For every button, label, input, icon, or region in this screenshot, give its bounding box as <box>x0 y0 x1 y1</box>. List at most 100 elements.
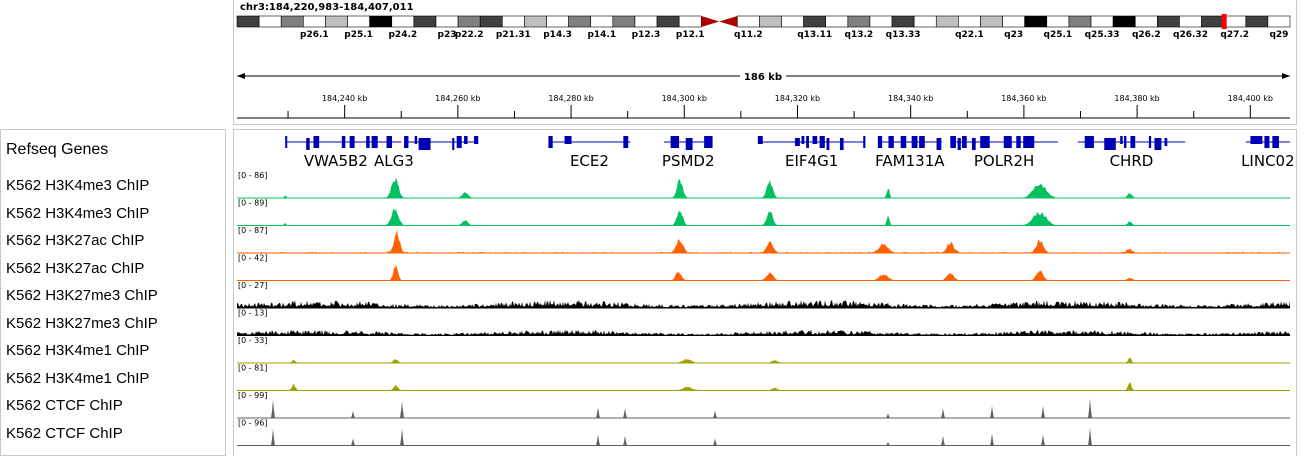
signal-track[interactable]: [0 - 33] <box>237 336 1290 364</box>
track-name[interactable]: K562 H3K4me3 ChIP <box>6 204 150 222</box>
gene-polr2h[interactable]: POLR2H <box>950 136 1058 170</box>
cytoband[interactable] <box>1134 15 1158 28</box>
gene-chrd[interactable]: CHRD <box>1077 136 1186 170</box>
signal-area <box>237 329 1290 336</box>
cytoband[interactable] <box>502 15 525 28</box>
cytoband-label: p23 <box>438 30 457 40</box>
cytoband[interactable] <box>236 15 260 28</box>
gene-eif4g1[interactable]: EIF4G1 <box>757 136 866 170</box>
signal-track[interactable]: [0 - 27] <box>237 281 1290 309</box>
track-name-refseq-genes[interactable]: Refseq Genes <box>6 141 109 158</box>
cytoband[interactable] <box>678 15 702 28</box>
gene-label: ALG3 <box>374 152 414 170</box>
cytoband[interactable] <box>1046 15 1070 28</box>
gene-ece2[interactable]: ECE2 <box>548 136 631 170</box>
gene-psmd2[interactable]: PSMD2 <box>662 136 715 170</box>
cytoband[interactable] <box>958 15 981 28</box>
data-range-label: [0 - 96] <box>238 419 267 428</box>
ruler-tick-label: 184,260 kb <box>435 94 480 103</box>
cytoband[interactable] <box>803 15 827 28</box>
cytoband[interactable] <box>634 15 658 28</box>
cytoband[interactable] <box>391 15 415 28</box>
track-name[interactable]: K562 H3K27me3 ChIP <box>6 287 158 304</box>
track-name[interactable]: K562 H3K27me3 ChIP <box>6 314 158 332</box>
signal-track[interactable]: [0 - 13] <box>237 309 1290 336</box>
data-range-label: [0 - 33] <box>238 336 267 345</box>
cytoband[interactable] <box>1267 15 1291 28</box>
signal-track[interactable]: [0 - 42] <box>237 254 1290 281</box>
cytoband[interactable] <box>1201 15 1224 28</box>
cytoband-label: p26.1 <box>300 30 329 40</box>
gene-label: VWA5B2 <box>304 152 368 170</box>
cytoband[interactable] <box>736 15 760 28</box>
gene-alg3[interactable]: ALG3 <box>374 136 414 170</box>
cytoband[interactable] <box>568 15 592 28</box>
span-label: 186 kb <box>744 72 782 83</box>
cytoband[interactable] <box>347 15 370 28</box>
track-name[interactable]: K562 H3K27ac ChIP <box>6 232 145 249</box>
cytoband[interactable] <box>1179 15 1202 28</box>
cytoband[interactable] <box>891 15 915 28</box>
cytoband[interactable] <box>1112 15 1136 28</box>
cytoband[interactable] <box>1245 15 1269 28</box>
signal-track[interactable]: [0 - 86] <box>237 171 1290 199</box>
gene-linc02[interactable]: LINC02 <box>1241 136 1295 170</box>
gene-label: FAM131A <box>875 152 945 170</box>
track-name[interactable]: K562 H3K4me3 ChIP <box>6 177 150 194</box>
cytoband[interactable] <box>258 15 282 28</box>
cytoband[interactable] <box>847 15 871 28</box>
cytoband[interactable] <box>546 15 569 28</box>
gene-unnamed[interactable] <box>404 136 479 150</box>
cytoband[interactable] <box>435 15 459 28</box>
cytoband[interactable] <box>781 15 804 28</box>
refseq-genes-track[interactable]: VWA5B2 ALG3 ECE2 PSMD2 EIF4G1 FAM131A POLR2H CH… <box>285 136 1295 170</box>
signal-track[interactable]: [0 - 99] <box>237 391 1290 419</box>
signal-track[interactable]: [0 - 96] <box>237 419 1290 446</box>
cytoband[interactable] <box>980 15 1003 28</box>
track-name[interactable]: K562 H3K27ac ChIP <box>6 259 145 277</box>
cytoband[interactable] <box>1090 15 1114 28</box>
cytoband[interactable] <box>825 15 849 28</box>
cytoband[interactable] <box>590 15 614 28</box>
cytoband-label: q25.1 <box>1044 30 1073 40</box>
cytoband[interactable] <box>413 15 437 28</box>
cytoband[interactable] <box>303 15 326 28</box>
cytoband[interactable] <box>759 15 782 28</box>
span-left-arrow-icon <box>237 73 245 79</box>
track-name[interactable]: K562 CTCF ChIP <box>6 397 123 414</box>
cytoband[interactable] <box>1002 15 1025 28</box>
cytoband-label: p14.3 <box>543 30 572 40</box>
gene-vwa5b2[interactable]: VWA5B2 <box>285 136 387 170</box>
centromere-icon <box>701 16 720 27</box>
cytoband[interactable] <box>524 15 547 28</box>
cytoband[interactable] <box>1068 15 1092 28</box>
cytoband[interactable] <box>935 15 959 28</box>
cytoband[interactable] <box>457 15 481 28</box>
signal-track[interactable]: [0 - 89] <box>237 199 1290 226</box>
cytoband[interactable] <box>1223 15 1247 28</box>
cytoband[interactable] <box>1157 15 1180 28</box>
track-name[interactable]: K562 H3K4me1 ChIP <box>6 342 150 359</box>
cytoband-label: p22.2 <box>455 30 484 40</box>
cytoband[interactable] <box>612 15 636 28</box>
cytoband-label: q26.2 <box>1132 30 1161 40</box>
ruler: 186 kb 184,240 kb 184,260 kb 184,280 kb 184… <box>237 69 1290 119</box>
cytoband[interactable] <box>1024 15 1048 28</box>
cytoband[interactable] <box>369 15 393 28</box>
cytoband-label: q26.32 <box>1173 30 1208 40</box>
cytoband[interactable] <box>656 15 680 28</box>
cytoband[interactable] <box>869 15 893 28</box>
signal-track[interactable]: [0 - 87] <box>237 226 1290 254</box>
signal-track[interactable]: [0 - 81] <box>237 364 1290 391</box>
cytoband[interactable] <box>913 15 937 28</box>
gene-fam131a[interactable]: FAM131A <box>875 136 945 170</box>
cytoband[interactable] <box>479 15 503 28</box>
cytoband-label: q13.11 <box>797 30 832 40</box>
data-range-label: [0 - 86] <box>238 171 267 180</box>
gene-label: PSMD2 <box>662 152 715 170</box>
cytoband[interactable] <box>280 15 304 28</box>
cytoband[interactable] <box>325 15 348 28</box>
track-name[interactable]: K562 CTCF ChIP <box>6 424 123 442</box>
track-name[interactable]: K562 H3K4me1 ChIP <box>6 369 150 387</box>
